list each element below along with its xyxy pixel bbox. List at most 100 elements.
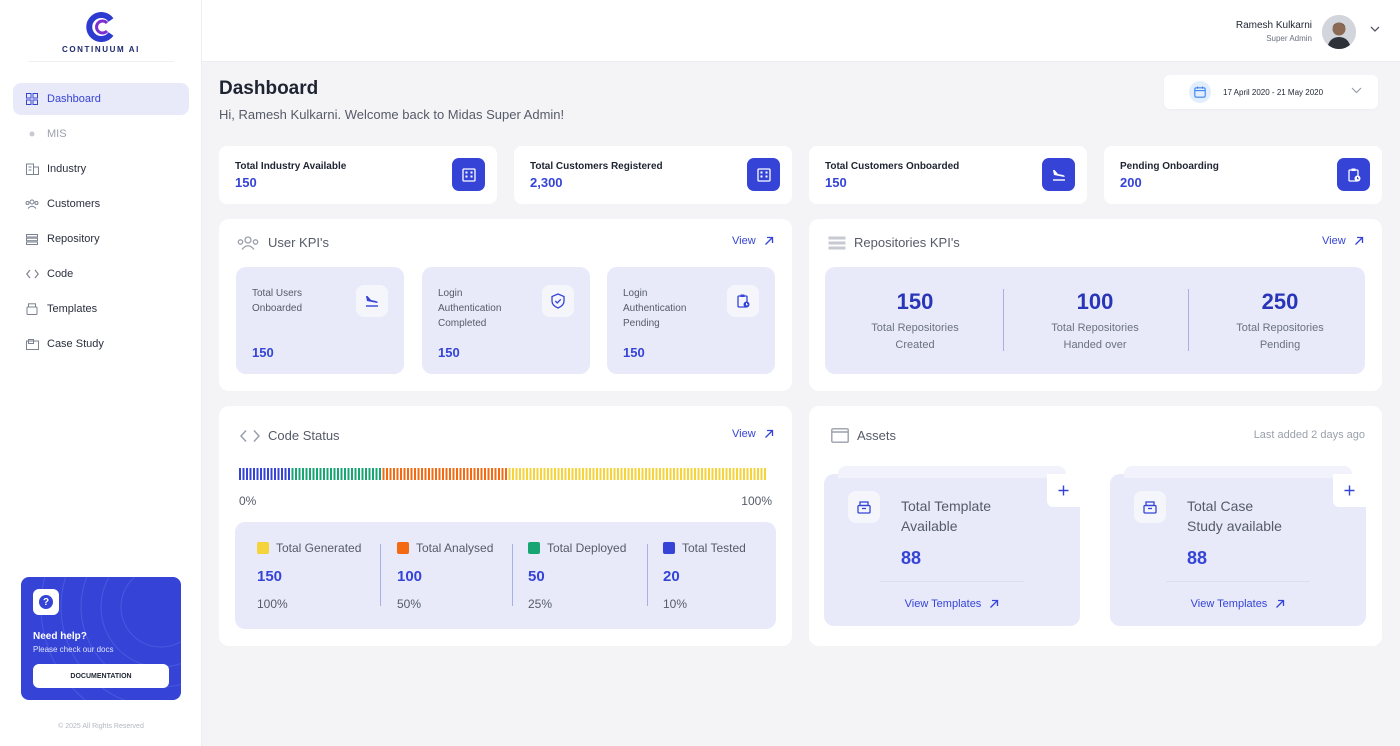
progress-stripe [592, 468, 595, 480]
progress-stripe [333, 468, 336, 480]
code-stat-label: Total Analysed [416, 541, 494, 555]
repo-stat-label-line: Pending [1259, 339, 1301, 351]
progress-stripe [393, 468, 395, 480]
list-icon [25, 232, 39, 246]
asset-title-line: Available [901, 518, 958, 534]
progress-stripe [529, 468, 532, 480]
kpi-value: 150 [623, 345, 645, 360]
stat-card-customers-registered[interactable]: Total Customers Registered 2,300 [514, 146, 792, 204]
progress-stripe [284, 468, 287, 480]
code-stat-value: 20 [663, 568, 680, 585]
progress-stripe [610, 468, 612, 480]
panel-title: Repositories KPI's [828, 235, 960, 250]
progress-stripe [550, 468, 553, 480]
progress-stripe [372, 468, 374, 480]
legend-swatch [397, 542, 409, 554]
sidebar-item-label: Customers [47, 198, 101, 210]
view-templates-link[interactable]: View Templates [1110, 598, 1366, 610]
clipboard-clock-icon [1337, 158, 1370, 191]
sidebar-item-code[interactable]: Code [13, 258, 189, 290]
progress-stripe [764, 468, 766, 480]
asset-title-line: Total Template [901, 498, 992, 514]
brand-logo[interactable]: CONTINUUM AI [28, 12, 174, 62]
assets-panel: Assets Last added 2 days ago Total Templ… [809, 406, 1382, 646]
repo-stat-value: 150 [896, 289, 934, 314]
date-range-text: 17 April 2020 - 21 May 2020 [1223, 87, 1324, 97]
arrow-up-right-icon [764, 429, 773, 438]
asset-card-templates[interactable]: Total Template Available 88 View Templat… [824, 466, 1080, 626]
card-stack-decoration [1124, 466, 1352, 478]
kpi-value: 150 [252, 345, 274, 360]
welcome-message: Hi, Ramesh Kulkarni. Welcome back to Mid… [219, 107, 565, 122]
add-case-study-button[interactable] [1333, 474, 1366, 507]
progress-stripe [431, 468, 434, 480]
progress-stripe [291, 468, 294, 480]
progress-stripe [729, 468, 731, 480]
repo-stat-created[interactable]: 150 Total Repositories Created [825, 267, 1005, 374]
kpi-card-login-pending[interactable]: Login Authentication Pending 150 [607, 267, 775, 374]
sidebar-item-industry[interactable]: Industry [13, 153, 189, 185]
sidebar-item-label: Case Study [47, 338, 104, 350]
repo-stat-label-line: Handed over [1063, 339, 1127, 351]
progress-stripe [347, 468, 350, 480]
progress-stripe [435, 468, 437, 480]
code-stat-header: Total Analysed [397, 541, 493, 555]
progress-stripe [659, 468, 661, 480]
stat-card-industry[interactable]: Total Industry Available 150 [219, 146, 497, 204]
sidebar-item-repository[interactable]: Repository [13, 223, 189, 255]
sidebar-item-customers[interactable]: Customers [13, 188, 189, 220]
repo-stat-label-line: Total Repositories [1236, 322, 1324, 334]
progress-stripe [718, 468, 721, 480]
sidebar-item-dashboard[interactable]: Dashboard [13, 83, 189, 115]
stat-card-customers-onboarded[interactable]: Total Customers Onboarded 150 [809, 146, 1087, 204]
sidebar-item-label: Industry [47, 163, 87, 175]
user-info[interactable]: Ramesh Kulkarni Super Admin [1236, 20, 1312, 43]
progress-stripe [655, 468, 658, 480]
plane-landing-icon [356, 285, 388, 317]
chevron-down-icon[interactable] [1370, 26, 1380, 32]
progress-stripe [701, 468, 703, 480]
progress-stripe [725, 468, 728, 480]
progress-stripe [452, 468, 455, 480]
repo-stat-label-line: Total Repositories [1051, 322, 1139, 334]
progress-stripe [708, 468, 710, 480]
sidebar-item-mis[interactable]: MIS [13, 118, 189, 150]
progress-stripe [428, 468, 430, 480]
repo-stat-label: Total Repositories Created [825, 320, 1005, 354]
asset-card-case-study[interactable]: Total Case Study available 88 View Templ… [1110, 466, 1366, 626]
progress-stripe [648, 468, 651, 480]
kpi-card-users-onboarded[interactable]: Total Users Onboarded 150 [236, 267, 404, 374]
progress-stripe [484, 468, 486, 480]
repositories-kpi-view-link[interactable]: View [1322, 235, 1364, 247]
divider [1003, 289, 1004, 351]
progress-stripe [368, 468, 371, 480]
asset-title-line: Total Case [1187, 498, 1254, 514]
progress-stripe [627, 468, 630, 480]
avatar[interactable] [1322, 15, 1356, 49]
documentation-button[interactable]: DOCUMENTATION [33, 664, 169, 688]
progress-stripe [613, 468, 616, 480]
add-template-button[interactable] [1047, 474, 1080, 507]
progress-stripe [470, 468, 472, 480]
stat-card-pending-onboarding[interactable]: Pending Onboarding 200 [1104, 146, 1382, 204]
progress-stripe [351, 468, 353, 480]
repo-stat-handed-over[interactable]: 100 Total Repositories Handed over [1005, 267, 1185, 374]
user-kpi-view-link[interactable]: View [732, 235, 774, 247]
kpi-label-line: Login [623, 288, 648, 299]
view-templates-link[interactable]: View Templates [824, 598, 1080, 610]
sidebar-item-templates[interactable]: Templates [13, 293, 189, 325]
kpi-card-login-completed[interactable]: Login Authentication Completed 150 [422, 267, 590, 374]
progress-stripe [634, 468, 637, 480]
code-status-view-link[interactable]: View [732, 428, 774, 440]
progress-stripe [421, 468, 423, 480]
asset-title-line: Study available [1187, 518, 1282, 534]
progress-stripe [687, 468, 689, 480]
date-range-picker[interactable]: 17 April 2020 - 21 May 2020 [1164, 75, 1378, 109]
arrow-up-right-icon [1276, 599, 1285, 608]
calendar-icon [1189, 81, 1211, 103]
repo-stat-pending[interactable]: 250 Total Repositories Pending [1190, 267, 1370, 374]
sidebar-item-case-study[interactable]: Case Study [13, 328, 189, 360]
assets-title: Assets [857, 428, 897, 443]
code-stat-header: Total Tested [663, 541, 746, 555]
view-label: View [732, 428, 756, 440]
